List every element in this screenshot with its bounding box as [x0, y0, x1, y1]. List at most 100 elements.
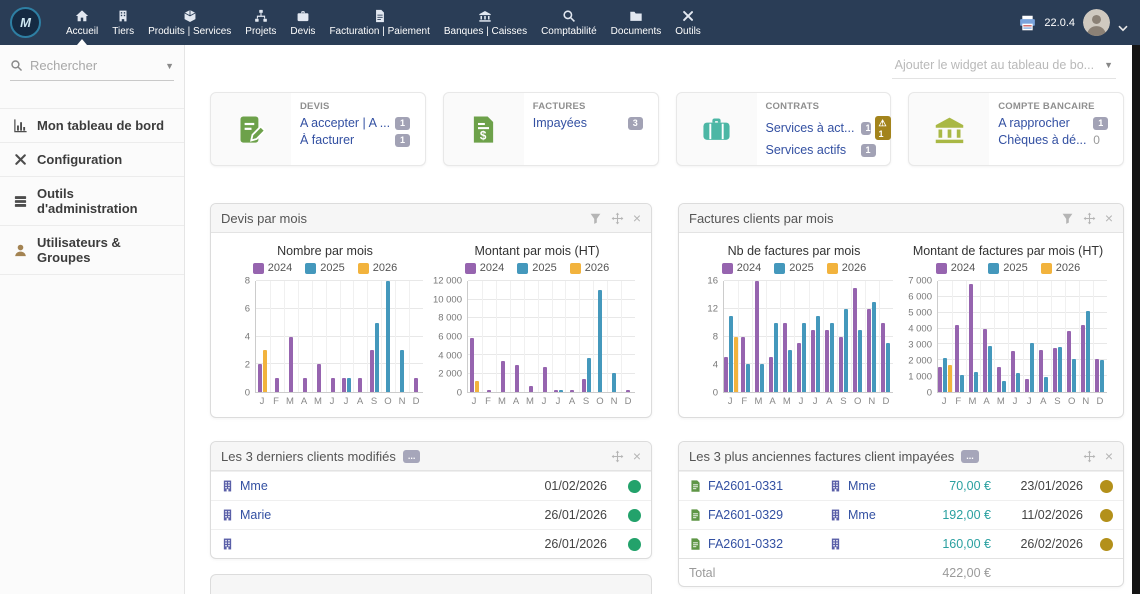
nav-item-facturation-paiement[interactable]: Facturation | Paiement — [322, 0, 436, 45]
bar[interactable] — [346, 378, 351, 392]
nav-item-comptabilit-[interactable]: Comptabilité — [534, 0, 604, 45]
bar[interactable] — [500, 360, 505, 392]
bar[interactable] — [754, 281, 759, 392]
bar[interactable] — [968, 284, 973, 392]
bar[interactable] — [867, 308, 872, 392]
bar[interactable] — [586, 357, 591, 392]
bar[interactable] — [581, 379, 586, 392]
invoice-ref-link[interactable]: FA2601-0331 — [689, 479, 829, 493]
bar[interactable] — [959, 374, 964, 392]
bar[interactable] — [386, 281, 391, 392]
nav-item-banques-caisses[interactable]: Banques | Caisses — [437, 0, 534, 45]
bar[interactable] — [1086, 311, 1091, 392]
bar[interactable] — [801, 322, 806, 392]
bar[interactable] — [553, 390, 558, 392]
bar[interactable] — [938, 367, 943, 392]
bar[interactable] — [1001, 380, 1006, 392]
search-caret-icon[interactable]: ▼ — [165, 60, 174, 71]
move-icon[interactable] — [611, 450, 624, 463]
bar[interactable] — [729, 315, 734, 392]
bar[interactable] — [724, 357, 729, 392]
more-badge[interactable]: ... — [961, 449, 979, 463]
bar[interactable] — [570, 390, 575, 392]
bar[interactable] — [288, 336, 293, 392]
summary-box-link[interactable]: À facturer — [300, 133, 355, 147]
bar[interactable] — [1039, 349, 1044, 392]
more-badge[interactable]: ... — [402, 449, 421, 463]
bar[interactable] — [811, 329, 815, 392]
client-link[interactable]: Mme — [829, 508, 905, 522]
summary-box-link[interactable]: Chèques à dé... — [998, 133, 1087, 147]
bar[interactable] — [612, 372, 617, 392]
bar[interactable] — [759, 364, 764, 392]
bar[interactable] — [872, 301, 877, 392]
bar[interactable] — [316, 364, 321, 392]
bar[interactable] — [948, 365, 953, 392]
bar[interactable] — [768, 357, 773, 392]
sidebar-item-utilisateurs-groupes[interactable]: Utilisateurs & Groupes — [0, 225, 184, 275]
bar[interactable] — [626, 390, 631, 392]
nav-item-tiers[interactable]: Tiers — [105, 0, 141, 45]
bar[interactable] — [558, 390, 563, 392]
move-icon[interactable] — [611, 212, 624, 225]
bar[interactable] — [987, 346, 992, 392]
bar[interactable] — [486, 390, 491, 392]
bar[interactable] — [1025, 379, 1029, 392]
printer-icon[interactable] — [1019, 15, 1036, 31]
bar[interactable] — [973, 372, 978, 392]
bar[interactable] — [782, 322, 787, 392]
add-widget-dropdown[interactable]: Ajouter le widget au tableau de bo... ▼ — [891, 56, 1116, 79]
bar[interactable] — [1010, 350, 1015, 392]
bar[interactable] — [1053, 348, 1058, 392]
invoice-ref-link[interactable]: FA2601-0332 — [689, 537, 829, 551]
sidebar-item-outils-d-administration[interactable]: Outils d'administration — [0, 176, 184, 225]
bar[interactable] — [773, 322, 778, 392]
bar[interactable] — [816, 315, 820, 392]
bar[interactable] — [470, 338, 475, 392]
avatar[interactable] — [1083, 9, 1110, 36]
bar[interactable] — [740, 336, 745, 392]
filter-icon[interactable] — [1061, 212, 1074, 225]
bar[interactable] — [263, 350, 268, 392]
nav-item-accueil[interactable]: Accueil — [59, 0, 105, 45]
bar[interactable] — [1072, 358, 1077, 392]
bar[interactable] — [954, 324, 959, 392]
nav-item-documents[interactable]: Documents — [604, 0, 669, 45]
bar[interactable] — [943, 357, 948, 392]
summary-box-link[interactable]: Impayées — [532, 116, 587, 130]
bar[interactable] — [330, 378, 335, 392]
close-icon[interactable]: × — [1104, 448, 1113, 464]
bar[interactable] — [542, 367, 547, 392]
bar[interactable] — [475, 380, 480, 392]
nav-item-devis[interactable]: Devis — [283, 0, 322, 45]
client-link[interactable] — [829, 537, 905, 551]
bar[interactable] — [1058, 346, 1063, 392]
sidebar-item-mon-tableau-de-bord[interactable]: Mon tableau de bord — [0, 108, 184, 142]
move-icon[interactable] — [1083, 450, 1096, 463]
client-link[interactable]: Mme — [221, 479, 507, 493]
bar[interactable] — [734, 336, 739, 392]
bar[interactable] — [374, 322, 379, 392]
bar[interactable] — [414, 378, 419, 392]
bar[interactable] — [796, 343, 801, 392]
bar[interactable] — [1081, 324, 1086, 392]
bar[interactable] — [787, 350, 792, 392]
bar[interactable] — [514, 365, 519, 392]
filter-icon[interactable] — [589, 212, 602, 225]
bar[interactable] — [853, 287, 858, 392]
bar[interactable] — [528, 385, 533, 392]
bar[interactable] — [1015, 372, 1020, 392]
bar[interactable] — [400, 350, 405, 392]
bar[interactable] — [302, 378, 307, 392]
summary-box-link[interactable]: Services actifs — [765, 143, 847, 157]
nav-item-produits-services[interactable]: Produits | Services — [141, 0, 238, 45]
nav-item-projets[interactable]: Projets — [238, 0, 283, 45]
bar[interactable] — [1044, 376, 1049, 392]
summary-box-link[interactable]: Services à act... — [765, 121, 855, 135]
bar[interactable] — [1095, 358, 1100, 392]
close-icon[interactable]: × — [632, 210, 641, 226]
bar[interactable] — [830, 322, 835, 392]
bar[interactable] — [1030, 342, 1034, 392]
bar[interactable] — [858, 329, 863, 392]
search-input[interactable] — [30, 58, 159, 73]
